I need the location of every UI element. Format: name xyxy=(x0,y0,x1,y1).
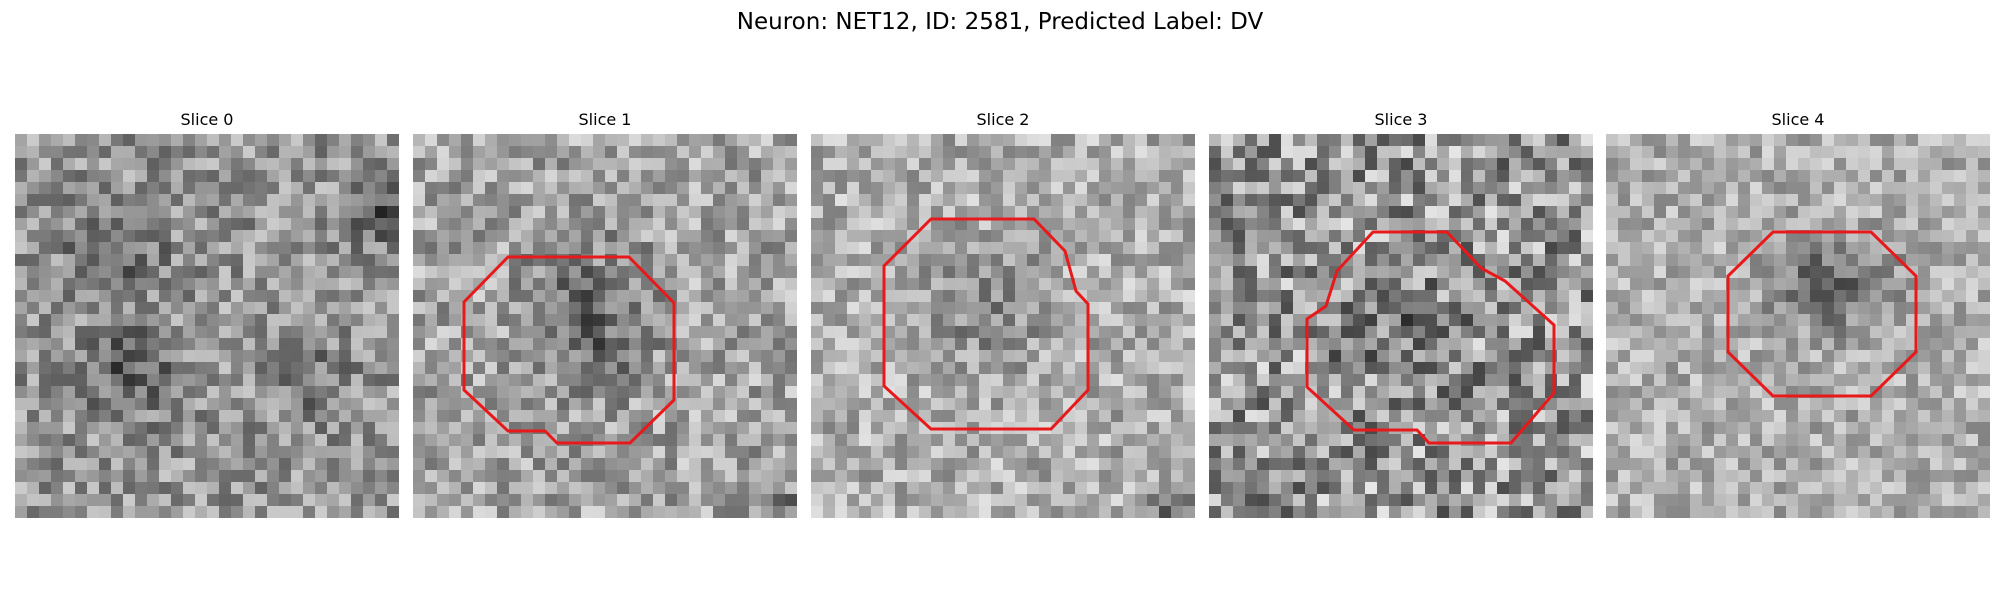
slice-panel-4: Slice 4 xyxy=(1606,108,1990,518)
slice-title: Slice 0 xyxy=(180,110,234,129)
slice-panel-1: Slice 1 xyxy=(413,108,797,518)
roi-outline xyxy=(882,217,1090,431)
slice-panel-0: Slice 0 xyxy=(15,108,399,518)
slice-image xyxy=(15,134,399,518)
roi-outline xyxy=(462,255,676,445)
slice-title: Slice 3 xyxy=(1374,110,1428,129)
slice-image xyxy=(1606,134,1990,518)
roi-outline xyxy=(1726,230,1918,398)
slice-image xyxy=(1209,134,1593,518)
slice-image xyxy=(811,134,1195,518)
slice-image xyxy=(413,134,797,518)
slice-title: Slice 4 xyxy=(1771,110,1825,129)
slice-title: Slice 2 xyxy=(976,110,1030,129)
roi-outline xyxy=(1305,230,1556,445)
slice-panel-3: Slice 3 xyxy=(1209,108,1593,518)
slice-title: Slice 1 xyxy=(578,110,632,129)
slice-panel-2: Slice 2 xyxy=(811,108,1195,518)
figure-title: Neuron: NET12, ID: 2581, Predicted Label… xyxy=(736,9,1264,35)
